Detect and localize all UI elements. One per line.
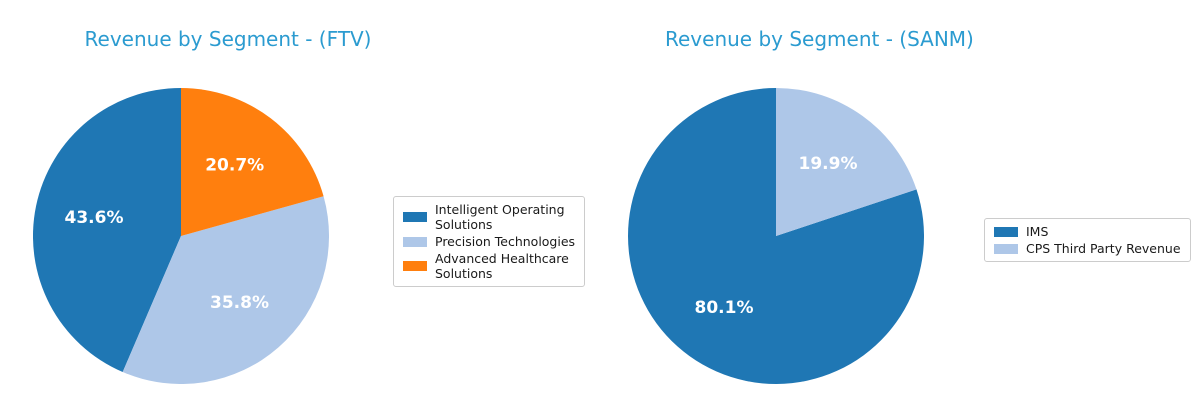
pie-slice-intelligent-operating-solutions [33, 88, 181, 373]
pie-chart-ftv: 43.6% 35.8% 20.7% [33, 88, 329, 384]
legend-swatch [994, 243, 1018, 254]
legend-label-line: Advanced Healthcare [435, 251, 569, 266]
pie-percent-label: 80.1% [695, 298, 754, 318]
pie-chart-sanm: 80.1% 19.9% [628, 88, 924, 384]
legend-label-line: CPS Third Party Revenue [1026, 241, 1181, 256]
legend-label: IMS [1026, 224, 1048, 239]
legend-label-line: Solutions [435, 217, 493, 232]
legend-label: Precision Technologies [435, 234, 575, 249]
legend-label-line: Precision Technologies [435, 234, 576, 249]
pie-percent-label: 35.8% [210, 293, 269, 313]
legend-sanm: IMS CPS Third Party Revenue [984, 218, 1191, 262]
legend-label: Intelligent Operating Solutions [435, 202, 565, 232]
legend-swatch [403, 236, 427, 247]
legend-swatch [403, 261, 427, 271]
legend-swatch [994, 226, 1018, 237]
chart-title-sanm: Revenue by Segment - (SANM) [665, 27, 974, 51]
legend-item-intelligent-operating-solutions: Intelligent Operating Solutions [403, 202, 575, 232]
pie-slice-precision-technologies [122, 196, 329, 384]
legend-ftv: Intelligent Operating Solutions Precision … [393, 196, 586, 287]
pie-slice-ims [628, 88, 924, 384]
legend-item-cps-third-party-revenue: CPS Third Party Revenue [994, 241, 1181, 256]
legend-item-ims: IMS [994, 224, 1181, 239]
legend-label-line: Intelligent Operating [435, 202, 565, 217]
pie-slice-advanced-healthcare-solutions [181, 88, 324, 236]
legend-label-line: IMS [1026, 224, 1049, 239]
pie-percent-label: 43.6% [65, 208, 124, 228]
legend-swatch [403, 212, 427, 222]
legend-item-precision-technologies: Precision Technologies [403, 234, 575, 249]
pie-percent-label: 20.7% [205, 155, 264, 175]
legend-item-advanced-healthcare-solutions: Advanced Healthcare Solutions [403, 251, 575, 281]
legend-label: CPS Third Party Revenue [1026, 241, 1181, 256]
legend-label: Advanced Healthcare Solutions [435, 251, 569, 281]
pie-percent-label: 19.9% [799, 154, 858, 174]
legend-label-line: Solutions [435, 266, 493, 281]
chart-title-ftv: Revenue by Segment - (FTV) [84, 27, 372, 51]
pie-slice-cps-third-party-revenue [776, 88, 917, 236]
